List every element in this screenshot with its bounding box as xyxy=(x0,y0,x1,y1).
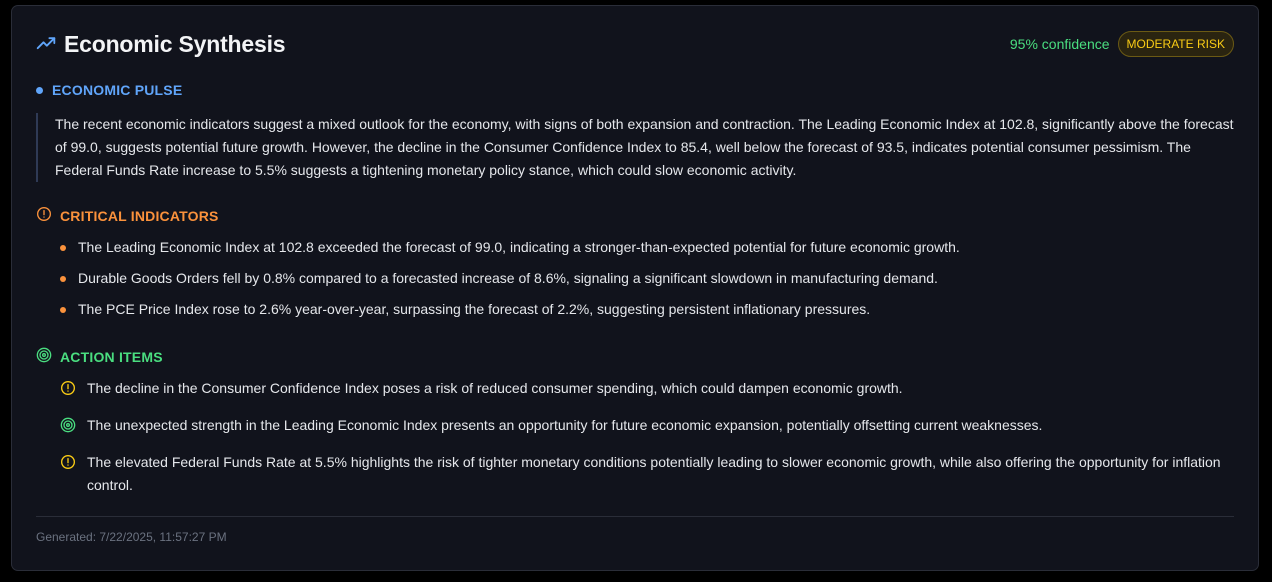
action-item-text: The elevated Federal Funds Rate at 5.5% … xyxy=(87,454,1221,493)
economic-pulse-text: The recent economic indicators suggest a… xyxy=(36,113,1236,182)
confidence-label: 95% confidence xyxy=(1009,36,1110,52)
economic-synthesis-card: Economic Synthesis 95% confidence MODERA… xyxy=(11,5,1259,571)
footer-divider xyxy=(36,516,1234,517)
bullet-dot-icon xyxy=(60,307,66,313)
action-items-heading-label: ACTION ITEMS xyxy=(60,348,163,365)
card-header: Economic Synthesis 95% confidence MODERA… xyxy=(36,30,1234,58)
list-item: The unexpected strength in the Leading E… xyxy=(60,414,1240,440)
critical-indicators-list: The Leading Economic Index at 102.8 exce… xyxy=(60,236,1240,329)
action-items-list: The decline in the Consumer Confidence I… xyxy=(60,377,1240,508)
list-item: The PCE Price Index rose to 2.6% year-ov… xyxy=(60,298,1240,321)
action-items-heading: ACTION ITEMS xyxy=(36,347,163,366)
list-item: The Leading Economic Index at 102.8 exce… xyxy=(60,236,1240,259)
alert-circle-icon xyxy=(36,206,52,225)
title-group: Economic Synthesis xyxy=(36,30,286,58)
generated-timestamp: Generated: 7/22/2025, 11:57:27 PM xyxy=(36,530,227,544)
bullet-dot-icon xyxy=(60,245,66,251)
trending-up-icon xyxy=(36,34,56,54)
action-item-text: The unexpected strength in the Leading E… xyxy=(87,417,1043,433)
alert-circle-icon xyxy=(60,451,76,477)
target-icon xyxy=(36,347,52,366)
list-item: The elevated Federal Funds Rate at 5.5% … xyxy=(60,451,1240,497)
action-item-text: The decline in the Consumer Confidence I… xyxy=(87,380,903,396)
economic-pulse-heading: ECONOMIC PULSE xyxy=(36,82,182,98)
pulse-dot-icon xyxy=(36,86,43,94)
critical-indicator-text: The PCE Price Index rose to 2.6% year-ov… xyxy=(78,301,871,317)
list-item: Durable Goods Orders fell by 0.8% compar… xyxy=(60,267,1240,290)
critical-indicator-text: Durable Goods Orders fell by 0.8% compar… xyxy=(78,270,938,286)
page-title: Economic Synthesis xyxy=(64,30,286,57)
critical-indicators-heading-label: CRITICAL INDICATORS xyxy=(60,207,219,224)
bullet-dot-icon xyxy=(60,276,66,282)
alert-circle-icon xyxy=(60,377,76,403)
target-icon xyxy=(60,414,76,440)
critical-indicators-heading: CRITICAL INDICATORS xyxy=(36,206,219,225)
risk-badge: MODERATE RISK xyxy=(1117,31,1234,57)
economic-pulse-heading-label: ECONOMIC PULSE xyxy=(52,82,183,98)
header-meta: 95% confidence MODERATE RISK xyxy=(1010,31,1234,57)
list-item: The decline in the Consumer Confidence I… xyxy=(60,377,1240,403)
critical-indicator-text: The Leading Economic Index at 102.8 exce… xyxy=(78,239,960,255)
